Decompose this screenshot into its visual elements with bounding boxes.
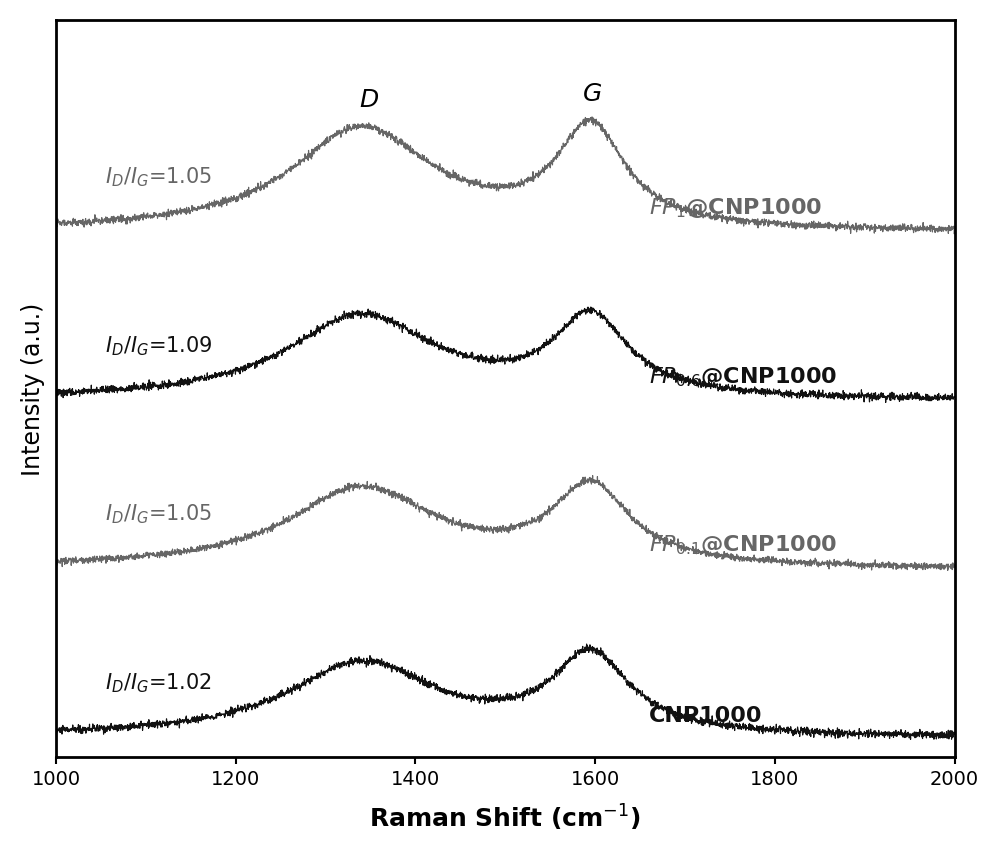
Text: $I_D$/$I_G$=1.05: $I_D$/$I_G$=1.05 <box>105 502 213 525</box>
Text: $I_D$/$I_G$=1.02: $I_D$/$I_G$=1.02 <box>105 670 212 693</box>
Text: CNP1000: CNP1000 <box>649 705 763 725</box>
Text: $FP_{0.1}$@CNP1000: $FP_{0.1}$@CNP1000 <box>649 533 837 557</box>
X-axis label: Raman Shift (cm$^{-1}$): Raman Shift (cm$^{-1}$) <box>369 802 641 833</box>
Text: $\mathit{G}$: $\mathit{G}$ <box>582 82 602 106</box>
Y-axis label: Intensity (a.u.): Intensity (a.u.) <box>21 303 45 476</box>
Text: $FP_1$@CNP1000: $FP_1$@CNP1000 <box>649 196 822 220</box>
Text: $\mathit{D}$: $\mathit{D}$ <box>359 88 379 112</box>
Text: $I_D$/$I_G$=1.05: $I_D$/$I_G$=1.05 <box>105 165 213 189</box>
Text: $FP_{0.6}$@CNP1000: $FP_{0.6}$@CNP1000 <box>649 364 837 388</box>
Text: $I_D$/$I_G$=1.09: $I_D$/$I_G$=1.09 <box>105 334 213 357</box>
